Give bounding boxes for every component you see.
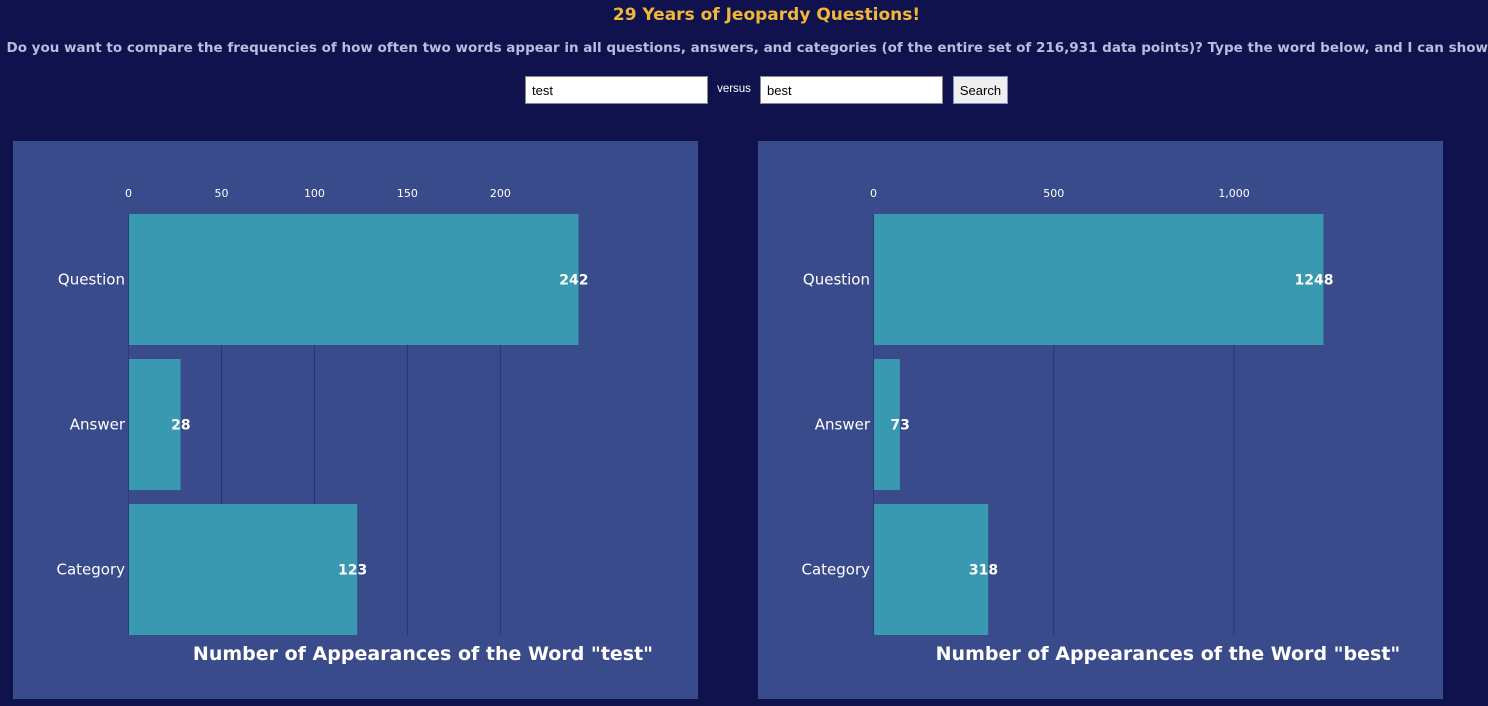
bar-answer [873,359,900,490]
category-label-question: Question [803,271,870,289]
bar-question [128,214,579,345]
bar-question [873,214,1324,345]
first-word-bar-chart: 0 50 100 150 200 Question 242 Answer 28 Category 1… [56,187,653,665]
search-button[interactable]: Search [953,76,1008,104]
second-word-chart-panel: 0 500 1,000 Question 1248 Answer 73 Category 318… [758,141,1443,699]
category-label-category: Category [56,561,125,579]
second-word-bar-chart: 0 500 1,000 Question 1248 Answer 73 Category 318… [801,187,1401,665]
value-label-question: 1248 [1295,273,1334,289]
bar-answer [128,359,181,490]
x-tick-label: 100 [304,187,325,200]
category-label-answer: Answer [815,416,871,434]
x-tick-label: 50 [214,187,228,200]
category-label-question: Question [58,271,125,289]
x-tick-label: 1,000 [1218,187,1250,200]
versus-label: versus [717,83,751,95]
value-label-answer: 73 [890,418,909,434]
bar-category [128,504,358,635]
category-label-category: Category [801,561,870,579]
x-tick-label: 200 [490,187,511,200]
category-label-answer: Answer [70,416,126,434]
first-word-chart-panel: 0 50 100 150 200 Question 242 Answer 28 Category 1… [13,141,698,699]
value-label-category: 318 [969,563,998,579]
x-tick-label: 0 [870,187,877,200]
page-subtitle: Do you want to compare the frequencies o… [6,40,1488,56]
x-tick-label: 500 [1043,187,1064,200]
first-word-input[interactable] [525,76,708,104]
second-word-input[interactable] [760,76,943,104]
value-label-answer: 28 [171,418,190,434]
x-tick-label: 0 [125,187,132,200]
page-title: 29 Years of Jeopardy Questions! [612,5,921,25]
value-label-question: 242 [559,273,588,289]
x-axis-title: Number of Appearances of the Word "test" [193,643,653,665]
value-label-category: 123 [338,563,367,579]
x-axis-title: Number of Appearances of the Word "best" [936,643,1401,665]
x-tick-label: 150 [397,187,418,200]
bar-category [873,504,989,635]
